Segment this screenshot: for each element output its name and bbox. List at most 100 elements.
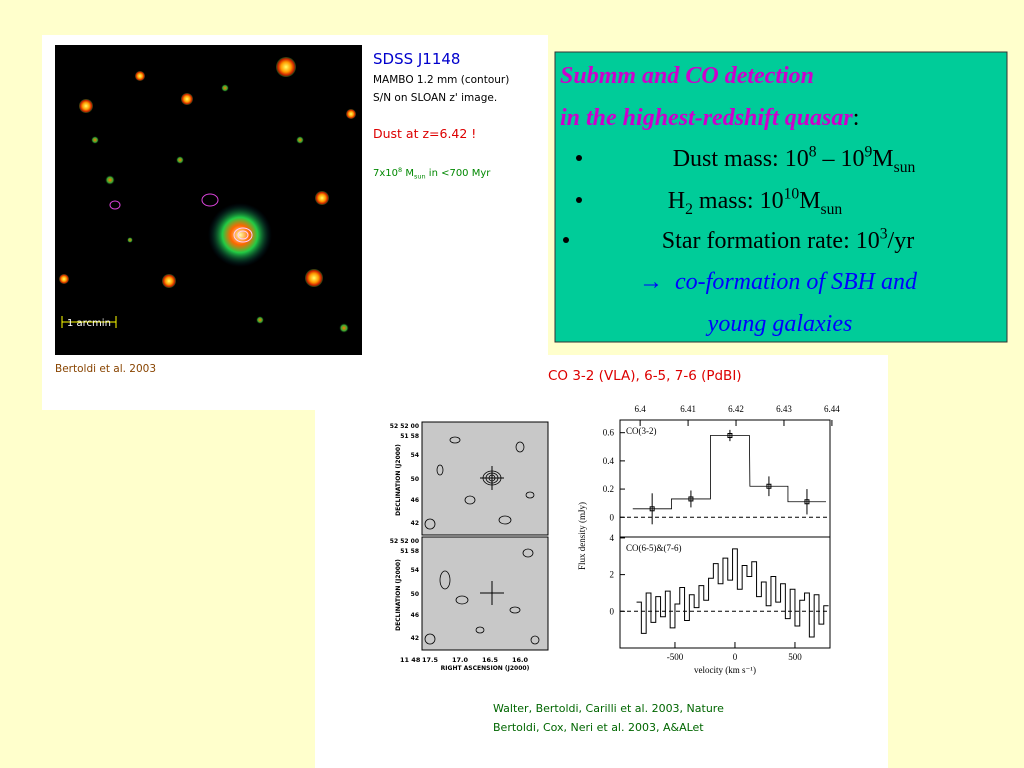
source — [221, 84, 229, 92]
y-tick-label: 0 — [610, 512, 615, 522]
text-segment: /yr — [888, 228, 915, 254]
text-sup: 8 — [809, 143, 817, 160]
x-tick-label: -500 — [667, 652, 684, 662]
beam — [424, 633, 436, 645]
map-x-origin: 11 48 — [400, 656, 421, 664]
data-point — [727, 433, 733, 439]
source — [162, 274, 176, 288]
contour — [475, 626, 485, 634]
y-tick-label: 0.2 — [603, 484, 614, 494]
citation: Walter, Bertoldi, Carilli et al. 2003, N… — [493, 702, 724, 715]
quasar — [208, 203, 272, 267]
map-x-label: RIGHT ASCENSION (J2000) — [441, 665, 530, 672]
x-axis-label: velocity (km s⁻¹) — [694, 665, 756, 675]
contour — [436, 464, 444, 476]
panel-label: CO(6-5)&(7-6) — [626, 543, 682, 553]
data-point — [649, 506, 655, 512]
top-tick-label: 6.44 — [824, 404, 840, 414]
source — [79, 99, 93, 113]
map-tick-label: 42 — [411, 520, 419, 527]
map-tick-label: 17.0 — [452, 656, 469, 664]
y-axis-label: Flux density (mJy) — [577, 502, 587, 570]
panel-note: 7x108 Msun in <700 Myr — [373, 166, 491, 181]
map-y-label: DECLINATION (J2000) — [395, 559, 402, 631]
source — [127, 237, 133, 243]
conclusion-text: young galaxies — [706, 311, 853, 337]
y-tick-label: 4 — [610, 533, 615, 543]
contour — [455, 595, 469, 605]
bullet — [576, 155, 582, 161]
map-ticks: 52 52 00 52 52 00 51 58 51 58 54 54 50 50 46 46 42… — [390, 423, 529, 664]
bullet-text: Dust mass: 108 – 109Msun — [673, 143, 916, 176]
text-sup: 3 — [880, 225, 888, 242]
contour — [530, 635, 540, 645]
plot-frame — [619, 536, 831, 649]
spectrum: 6.4 6.41 6.42 6.43 6.44 CO(3-2) 0 0.2 0.4 0.6 CO(6… — [577, 404, 840, 675]
contour — [498, 515, 512, 525]
citation: Bertoldi, Cox, Neri et al. 2003, A&ALet — [493, 721, 704, 734]
panel-highlight: Dust at z=6.42 ! — [373, 126, 476, 141]
map-tick-label: 50 — [411, 591, 419, 598]
source — [256, 316, 264, 324]
text-sub: 2 — [685, 201, 693, 218]
map-tick-label: 46 — [411, 612, 419, 619]
map-tick-label: 17.5 — [422, 656, 439, 664]
contour — [439, 570, 451, 590]
text-segment: Star formation rate: 10 — [662, 228, 880, 254]
map-tick-label: 16.5 — [482, 656, 499, 664]
contour — [525, 491, 535, 499]
contour — [449, 436, 461, 444]
top-tick-label: 6.41 — [680, 404, 696, 414]
source — [105, 175, 115, 185]
bullet — [563, 237, 569, 243]
source — [339, 323, 349, 333]
data-point — [766, 483, 772, 489]
contour — [464, 495, 476, 505]
conclusion: → co-formation of SBH and — [639, 269, 918, 295]
box-heading: Submm and CO detection — [560, 63, 814, 89]
arrow: → — [639, 269, 663, 295]
text-segment: M — [799, 188, 820, 214]
source — [181, 93, 193, 105]
panel-line: MAMBO 1.2 mm (contour) — [373, 74, 509, 86]
contour — [515, 441, 525, 453]
x-tick-label: 0 — [733, 652, 738, 662]
data-point — [688, 496, 694, 502]
text-segment: M — [872, 146, 893, 172]
text-sub: sun — [414, 173, 426, 181]
conclusion-text: co-formation of SBH and — [675, 269, 918, 295]
map-tick-label: 52 52 00 — [390, 423, 419, 430]
beam — [424, 518, 436, 530]
map-y-label: DECLINATION (J2000) — [395, 444, 402, 516]
text-sup: 9 — [865, 143, 873, 160]
source — [276, 57, 296, 77]
source — [296, 136, 304, 144]
text-segment: M — [402, 168, 414, 179]
contour — [509, 606, 521, 614]
source — [91, 136, 99, 144]
contour — [233, 227, 253, 243]
text-sub: sun — [821, 201, 843, 218]
map-tick-label: 51 58 — [400, 433, 419, 440]
text-sup: 10 — [784, 185, 800, 202]
text-box — [554, 51, 1008, 343]
bullet-text: Star formation rate: 103/yr — [662, 225, 914, 254]
bullet-text: H2 mass: 1010Msun — [668, 185, 843, 218]
map-tick-label: 54 — [411, 452, 419, 459]
source — [176, 156, 184, 164]
text-sub: sun — [894, 159, 916, 176]
map-tick-label: 51 58 — [400, 548, 419, 555]
top-tick-label: 6.43 — [776, 404, 792, 414]
source — [135, 71, 145, 81]
bullet — [576, 197, 582, 203]
box-heading: in the highest-redshift quasar: — [560, 105, 859, 131]
source — [315, 191, 329, 205]
top-tick-label: 6.42 — [728, 404, 744, 414]
text-segment: – 10 — [817, 146, 865, 172]
figure-panel — [315, 355, 888, 768]
heading-colon: : — [853, 105, 860, 131]
y-tick-label: 0 — [610, 606, 615, 616]
contour — [201, 193, 219, 207]
